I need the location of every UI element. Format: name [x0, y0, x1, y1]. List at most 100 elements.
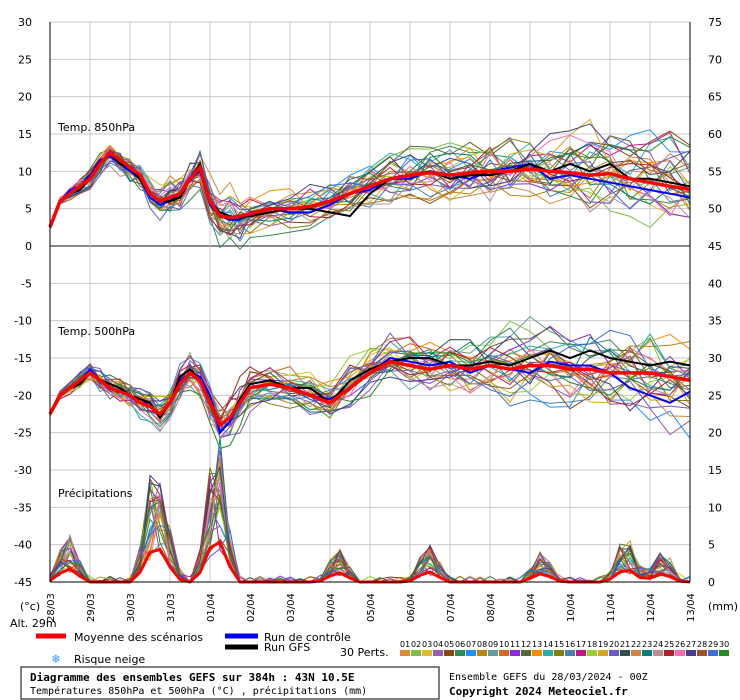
x-date-label: 13/04: [686, 593, 697, 622]
pert-swatch: [620, 650, 630, 656]
x-date-label: 30/03: [126, 593, 137, 622]
y-right-tick: 40: [708, 277, 722, 290]
pert-swatch: [422, 650, 432, 656]
footer-box: [20, 666, 440, 700]
pert-swatch: [433, 650, 443, 656]
y-right-tick: 10: [708, 501, 722, 514]
temp500-member: [49, 326, 691, 425]
temp500-member: [49, 348, 691, 428]
pert-number: 22: [631, 640, 641, 649]
x-date-label: 10/04: [566, 593, 577, 622]
pert-number: 02: [411, 640, 421, 649]
y-right-tick: 15: [708, 464, 722, 477]
pert-number: 03: [422, 640, 432, 649]
pert-swatch: [510, 650, 520, 656]
pert-swatch: [609, 650, 619, 656]
label-precip: Précipitations: [58, 487, 133, 500]
footer-run: Ensemble GEFS du 28/03/2024 - 00Z: [449, 672, 648, 683]
pert-number: 10: [499, 640, 509, 649]
pert-number: 06: [455, 640, 465, 649]
y-right-tick: 45: [708, 240, 722, 253]
pert-number: 05: [444, 640, 454, 649]
snowflake-icon: ❄: [51, 652, 60, 667]
pert-number: 27: [686, 640, 696, 649]
pert-swatch: [708, 650, 718, 656]
temp850-mean-line: [48, 150, 691, 228]
legend-mean-label: Moyenne des scénarios: [74, 631, 203, 644]
y-left-tick: 30: [18, 16, 32, 29]
y-left-tick: 25: [18, 53, 32, 66]
pert-number: 15: [554, 640, 564, 649]
y-left-tick: -30: [14, 464, 32, 477]
x-date-label: 28/03: [46, 593, 57, 622]
y-right-tick: 50: [708, 203, 722, 216]
y-right-tick: 75: [708, 16, 722, 29]
temp500-member: [49, 329, 691, 432]
y-left-tick: -40: [14, 539, 32, 552]
pert-swatch: [400, 650, 410, 656]
y-left-tick: 0: [25, 240, 32, 253]
pert-swatch: [543, 650, 553, 656]
pert-number: 04: [433, 640, 443, 649]
pert-number: 19: [598, 640, 608, 649]
pert-swatch: [576, 650, 586, 656]
pert-swatch: [675, 650, 685, 656]
y-left-tick: 15: [18, 128, 32, 141]
pert-swatch: [466, 650, 476, 656]
pert-number: 18: [587, 640, 597, 649]
y-right-tick: 55: [708, 165, 722, 178]
pert-swatch: [719, 650, 729, 656]
pert-number: 23: [642, 640, 652, 649]
pert-number: 29: [708, 640, 718, 649]
pert-swatch: [664, 650, 674, 656]
y-right-tick: 30: [708, 352, 722, 365]
y-right-tick: 25: [708, 389, 722, 402]
y-left-tick: 20: [18, 91, 32, 104]
x-date-label: 11/04: [606, 593, 617, 622]
temp850-member: [49, 138, 691, 234]
pert-number: 26: [675, 640, 685, 649]
y-left-tick: -5: [21, 277, 32, 290]
y-left-tick: -20: [14, 389, 32, 402]
x-date-label: 01/04: [206, 593, 217, 622]
temp850-member: [49, 162, 691, 233]
x-date-label: 03/04: [286, 593, 297, 622]
y-left-tick: -35: [14, 501, 32, 514]
legend-gfs-label: Run GFS: [264, 641, 310, 654]
unit-celsius: (°c): [20, 600, 40, 613]
pert-number: 25: [664, 640, 674, 649]
footer-title: Diagramme des ensembles GEFS sur 384h : …: [30, 671, 355, 684]
pert-swatch: [642, 650, 652, 656]
temp500-member: [49, 347, 690, 439]
pert-swatch: [686, 650, 696, 656]
pert-swatch: [488, 650, 498, 656]
chart-grid: [49, 21, 691, 583]
pert-number: 09: [488, 640, 498, 649]
label-temp850: Temp. 850hPa: [57, 121, 135, 134]
y-left-tick: 10: [18, 165, 32, 178]
pert-number: 28: [697, 640, 707, 649]
y-left-tick: -10: [14, 315, 32, 328]
pert-swatch: [477, 650, 487, 656]
footer-subtitle: Températures 850hPa et 500hPa (°C) , pré…: [30, 685, 367, 697]
x-date-label: 05/04: [366, 593, 377, 622]
perturbation-legend: 01 02 03 04 05 06 07 08 09 10 11 12 13 14 15 16 17 18 19 20…: [400, 640, 729, 656]
x-date-label: 04/04: [326, 593, 337, 622]
x-date-label: 02/04: [246, 593, 257, 622]
x-date-label: 29/03: [86, 593, 97, 622]
y-left-tick: -15: [14, 352, 32, 365]
x-date-label: 12/04: [646, 593, 657, 622]
pert-swatch: [631, 650, 641, 656]
pert-number: 14: [543, 640, 553, 649]
pert-swatch: [697, 650, 707, 656]
pert-number: 16: [565, 640, 575, 649]
y-right-tick: 20: [708, 427, 722, 440]
x-date-label: 07/04: [446, 593, 457, 622]
pert-swatch: [455, 650, 465, 656]
pert-number: 08: [477, 640, 487, 649]
pert-swatch: [598, 650, 608, 656]
x-date-label: 09/04: [526, 593, 537, 622]
x-date-label: 08/04: [486, 593, 497, 622]
pert-number: 07: [466, 640, 476, 649]
